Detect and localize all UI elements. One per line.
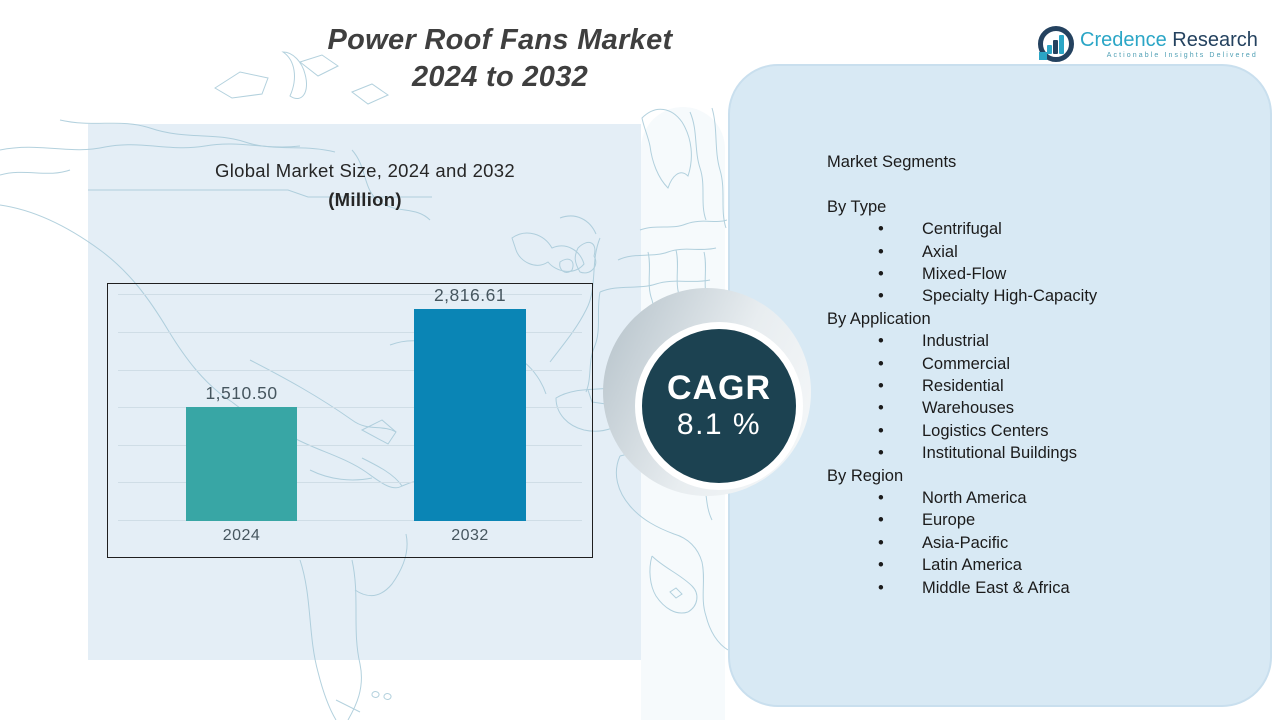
- list-item: Industrial: [827, 330, 1247, 353]
- chart-title: Global Market Size, 2024 and 2032 (Milli…: [100, 156, 630, 214]
- x-axis-label-2024: 2024: [222, 527, 261, 544]
- logo-brand-secondary: Research: [1172, 29, 1258, 51]
- chart-plot-area: 1,510.50 2,816.61: [108, 284, 592, 521]
- gridline: [118, 444, 582, 446]
- logo-bar-large: [1059, 35, 1064, 54]
- gridline: [118, 369, 582, 371]
- segment-list-by-application: Industrial Commercial Residential Wareho…: [827, 330, 1247, 465]
- list-item: Centrifugal: [827, 218, 1247, 241]
- logo-corner-square: [1039, 52, 1047, 60]
- market-segments: Market Segments By Type Centrifugal Axia…: [827, 151, 1247, 600]
- list-item: Specialty High-Capacity: [827, 285, 1247, 308]
- title-line1: Power Roof Fans Market: [327, 24, 673, 56]
- chart-title-text: Global Market Size, 2024 and 2032: [215, 160, 515, 181]
- logo-brand-primary: Credence: [1080, 29, 1167, 51]
- list-item: North America: [827, 487, 1247, 510]
- page-title: Power Roof Fans Market 2024 to 2032: [240, 22, 760, 96]
- list-item: Logistics Centers: [827, 420, 1247, 443]
- gridline: [118, 294, 582, 296]
- list-item: Commercial: [827, 353, 1247, 376]
- logo-tagline: Actionable Insights Delivered: [1106, 52, 1258, 59]
- list-item: Residential: [827, 375, 1247, 398]
- bar-chart: 1,510.50 2,816.61 2024 2032: [107, 283, 593, 558]
- list-item: Europe: [827, 509, 1247, 532]
- segment-list-by-type: Centrifugal Axial Mixed-Flow Specialty H…: [827, 218, 1247, 308]
- bar-2032: [414, 309, 526, 521]
- segment-group-by-region: By Region: [827, 466, 904, 485]
- segment-group-by-type: By Type: [827, 197, 887, 216]
- gridline: [118, 332, 582, 333]
- title-line2: 2024 to 2032: [411, 61, 589, 93]
- gridline: [118, 520, 582, 521]
- cagr-value: 8.1 %: [676, 408, 762, 441]
- bar-chart-logo-icon: [1038, 26, 1074, 62]
- bar-2024: [186, 407, 297, 521]
- logo-bar-small: [1047, 45, 1052, 54]
- list-item: Latin America: [827, 554, 1247, 577]
- gridline: [118, 407, 582, 409]
- bar-value-2024: 1,510.50: [205, 383, 278, 404]
- chart-units-label: (Million): [328, 189, 402, 210]
- list-item: Asia-Pacific: [827, 532, 1247, 555]
- cagr-label: CAGR: [666, 369, 772, 407]
- bar-value-2032: 2,816.61: [433, 285, 507, 306]
- list-item: Mixed-Flow: [827, 263, 1247, 286]
- bar-column-2024: 1,510.50: [186, 383, 297, 521]
- cagr-badge: CAGR 8.1 %: [635, 322, 803, 490]
- segment-group-by-application: By Application: [827, 309, 931, 328]
- logo-bar-medium: [1053, 40, 1058, 54]
- gridline: [118, 482, 582, 484]
- logo-wordmark: Credence Research: [1080, 29, 1258, 51]
- chart-panel-background: [88, 124, 641, 660]
- segment-list-by-region: North America Europe Asia-Pacific Latin …: [827, 487, 1247, 599]
- list-item: Axial: [827, 241, 1247, 264]
- list-item: Institutional Buildings: [827, 442, 1247, 465]
- list-item: Warehouses: [827, 397, 1247, 420]
- bar-column-2032: 2,816.61: [414, 285, 526, 521]
- segments-heading: Market Segments: [827, 153, 957, 171]
- x-axis-label-2032: 2032: [451, 527, 489, 544]
- credence-research-logo: Credence Research Actionable Insights De…: [1038, 26, 1258, 62]
- list-item: Middle East & Africa: [827, 577, 1247, 600]
